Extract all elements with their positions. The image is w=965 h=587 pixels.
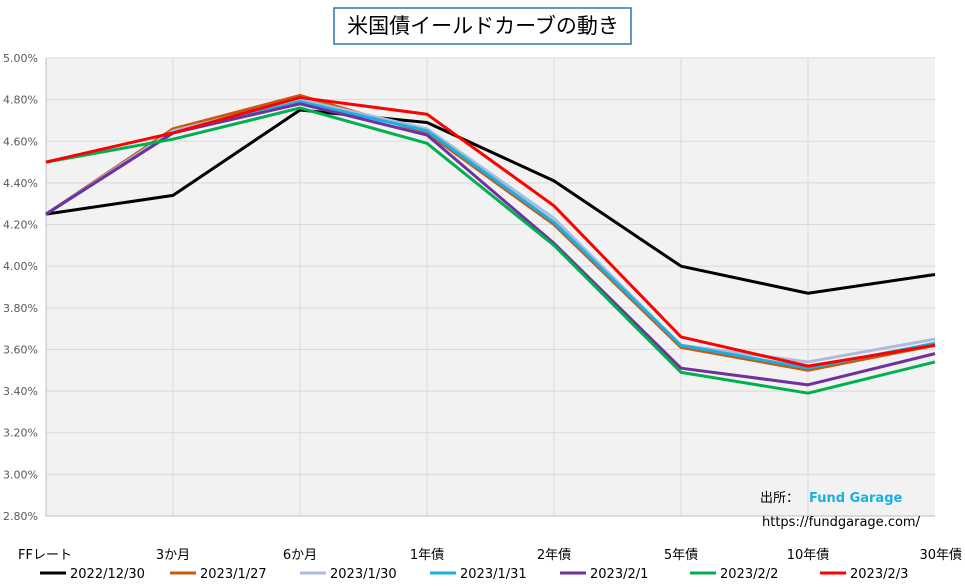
x-tick-label: 5年債 [664,548,698,563]
y-tick-label: 3.40% [3,385,38,398]
y-tick-label: 3.80% [3,302,38,315]
y-tick-label: 4.80% [3,94,38,107]
y-tick-label: 5.00% [3,52,38,65]
series-line-2023/2/2 [45,106,936,395]
x-tick-label: 6か月 [283,548,317,563]
x-tick-label: 3か月 [156,548,190,563]
x-tick-label: 10年債 [787,548,830,563]
legend-label: 2023/1/27 [200,567,267,582]
legend-label: 2023/1/31 [460,567,527,582]
source-label: 出所： [760,491,799,506]
series-line-2023/1/27 [45,93,936,372]
chart-title: 米国債イールドカーブの動き [347,14,619,38]
y-tick-label: 4.60% [3,135,38,148]
legend-label: 2023/2/3 [850,567,908,582]
x-tick-label: 30年債 [919,548,962,563]
x-tick-label: 2年債 [537,548,571,563]
y-tick-label: 2.80% [3,510,38,523]
series-line-2022/12/30 [45,108,936,295]
y-tick-label: 4.00% [3,260,38,273]
legend-label: 2023/1/30 [330,567,397,582]
legend-label: 2023/2/1 [590,567,648,582]
x-tick-label: FFレート [18,548,72,563]
source-url: https://fundgarage.com/ [762,515,921,530]
legend-label: 2022/12/30 [70,567,145,582]
x-tick-label: 1年債 [410,548,444,563]
legend-label: 2023/2/2 [720,567,778,582]
title-box [333,7,632,45]
series-line-2023/2/3 [45,96,936,368]
y-tick-label: 3.60% [3,343,38,356]
y-tick-label: 4.20% [3,219,38,232]
y-tick-label: 3.20% [3,427,38,440]
y-tick-label: 3.00% [3,468,38,481]
source-name: Fund Garage [809,491,903,506]
y-tick-label: 4.40% [3,177,38,190]
